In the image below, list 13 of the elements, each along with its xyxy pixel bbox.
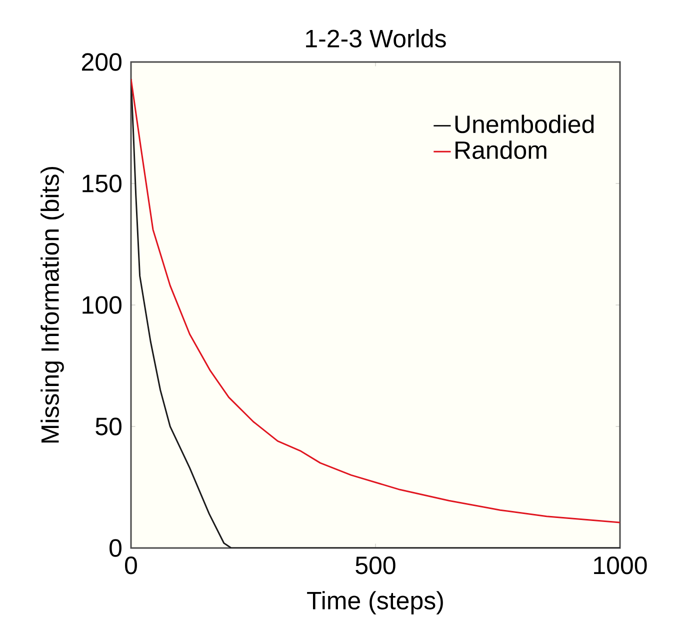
- x-tick-label: 500: [356, 556, 396, 574]
- y-tick-label: 150: [82, 174, 122, 192]
- y-axis-title: Missing Information (bits): [40, 166, 64, 443]
- legend-label: Random: [456, 140, 546, 160]
- chart-title: 1-2-3 Worlds: [306, 29, 446, 48]
- x-tick-label: 0: [125, 556, 137, 574]
- y-tick-label: 50: [96, 418, 122, 436]
- x-tick-label: 1000: [594, 556, 647, 574]
- legend-label: Unembodied: [455, 114, 594, 134]
- x-axis-title: Time (steps): [307, 591, 443, 614]
- y-tick-label: 200: [82, 53, 122, 71]
- y-tick-label: 100: [82, 296, 122, 314]
- y-tick-label: 0: [110, 539, 122, 557]
